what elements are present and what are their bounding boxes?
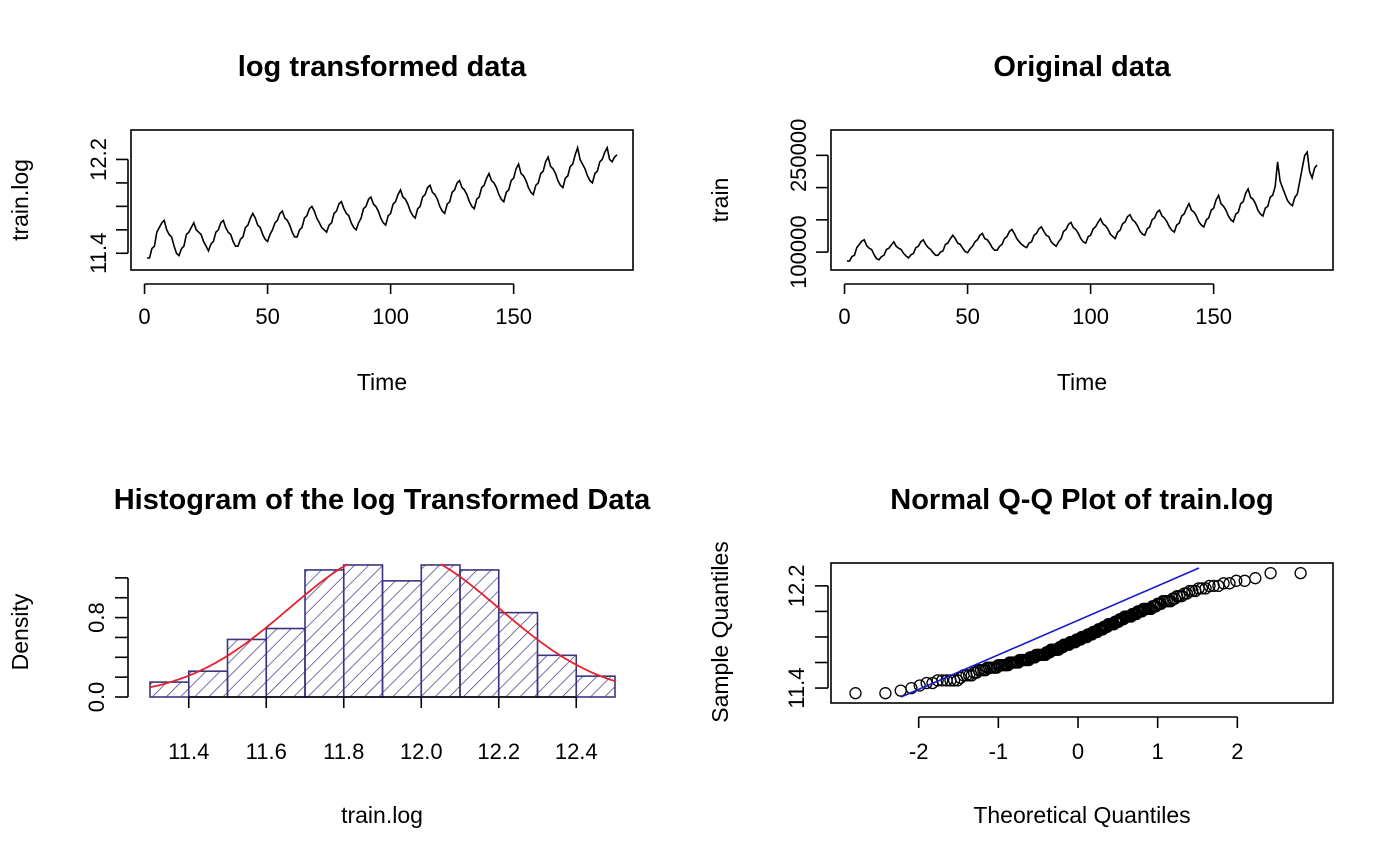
qq-reference-line	[900, 567, 1200, 698]
histogram-bar	[304, 569, 345, 698]
qq-point	[913, 679, 926, 692]
panel-histogram: Histogram of the log Transformed Data 11…	[7, 484, 651, 828]
qq-point	[931, 674, 944, 687]
y-tick-label: 0.8	[84, 602, 109, 633]
plot-frame	[830, 562, 1334, 704]
y-tick-label: 0.0	[84, 682, 109, 713]
qq-point	[947, 674, 961, 687]
y-tick-label: 11.4	[86, 233, 111, 274]
x-axis-label: train.log	[341, 802, 423, 828]
x-axis: -2 -1 0 1 2	[909, 716, 1243, 764]
qq-point	[849, 687, 862, 700]
plot-frame	[130, 129, 634, 271]
histogram-bar	[342, 564, 384, 698]
y-axis: 100000 250000	[786, 119, 829, 289]
x-tick-label: 0	[838, 304, 850, 329]
histogram-bar	[149, 681, 190, 698]
qq-point	[1183, 584, 1196, 598]
qq-line	[900, 567, 1200, 698]
x-axis: 0 50 100 150	[838, 283, 1232, 329]
series-lines	[147, 144, 618, 259]
series-line	[847, 150, 1318, 262]
histogram-bar	[459, 569, 500, 698]
x-tick-label: 1	[1152, 739, 1164, 764]
series-lines	[847, 150, 1318, 262]
histogram-bar	[226, 638, 268, 698]
qq-point	[905, 681, 918, 695]
qq-point	[1154, 597, 1168, 610]
qq-point	[936, 674, 949, 687]
qq-point	[954, 671, 967, 684]
qq-point	[1180, 587, 1194, 600]
x-tick-label: 100	[372, 304, 409, 329]
y-axis: 11.4 12.2	[784, 564, 829, 709]
qq-point	[1195, 582, 1209, 595]
qq-point	[1186, 584, 1199, 598]
qq-point	[894, 684, 907, 697]
x-tick-label: 11.8	[323, 739, 364, 764]
qq-point	[879, 687, 892, 700]
x-tick-label: 12.2	[477, 739, 520, 764]
plot-frame	[830, 129, 1334, 271]
histogram-bar	[265, 627, 306, 698]
x-tick-label: -1	[989, 739, 1009, 764]
chart-title: log transformed data	[238, 51, 527, 83]
x-tick-label: 0	[138, 304, 150, 329]
y-axis-label: train	[707, 178, 733, 223]
y-axis-label: Sample Quantiles	[707, 541, 733, 723]
qq-point	[1203, 579, 1216, 593]
x-axis-label: Time	[1057, 369, 1107, 395]
y-axis: 0.0 0.8	[84, 577, 129, 713]
x-tick-label: -2	[909, 739, 929, 764]
chart-title: Histogram of the log Transformed Data	[114, 484, 651, 516]
chart-title: Normal Q-Q Plot of train.log	[890, 484, 1273, 516]
x-axis-label: Theoretical Quantiles	[973, 802, 1190, 828]
panel-original-data: Original data 0 50 100 150 100000 250000 Tim…	[707, 51, 1334, 395]
x-tick-label: 11.4	[168, 739, 209, 764]
x-tick-label: 100	[1072, 304, 1109, 329]
y-tick-label: 100000	[786, 215, 811, 288]
qq-point	[1238, 574, 1251, 587]
panel-qq-plot: Normal Q-Q Plot of train.log -2 -1 0 1 2 11.…	[707, 484, 1334, 828]
x-tick-label: 2	[1231, 739, 1243, 764]
y-axis-label: Density	[7, 593, 33, 670]
qq-point	[1264, 566, 1277, 580]
density-curve	[149, 563, 616, 689]
panel-log-transformed: log transformed data 0 50 100 150 11.412.2 …	[7, 51, 634, 395]
x-axis-label: Time	[357, 369, 407, 395]
x-tick-label: 150	[1195, 304, 1232, 329]
x-tick-label: 50	[955, 304, 979, 329]
histogram-bars	[149, 564, 616, 698]
x-tick-label: 50	[255, 304, 279, 329]
x-tick-label: 11.6	[246, 739, 287, 764]
y-tick-label: 11.4	[784, 667, 809, 708]
y-axis-label: train.log	[7, 159, 33, 241]
qq-point	[1249, 572, 1262, 585]
x-axis: 11.4 11.6 11.8 12.0 12.2 12.4	[168, 696, 598, 764]
qq-point	[1217, 577, 1230, 590]
y-tick-label: 250000	[786, 119, 811, 192]
histogram-bar	[187, 670, 229, 698]
y-axis: 11.4 12.2	[86, 138, 129, 274]
x-tick-label: 0	[1072, 739, 1084, 764]
y-tick-label: 12.2	[784, 564, 809, 607]
series-line	[147, 144, 618, 259]
x-axis: 0 50 100 150	[138, 283, 532, 329]
histogram-bar	[575, 675, 616, 698]
histogram-bar	[381, 580, 423, 698]
qq-point	[1223, 577, 1236, 590]
density-curve-line	[149, 563, 616, 689]
qq-point	[1294, 566, 1307, 580]
qq-point	[1230, 574, 1243, 587]
x-tick-label: 12.0	[400, 739, 443, 764]
x-tick-label: 12.4	[555, 739, 598, 764]
qq-points	[849, 566, 1307, 700]
y-tick-label: 12.2	[86, 138, 111, 181]
x-tick-label: 150	[495, 304, 532, 329]
chart-title: Original data	[993, 51, 1171, 83]
histogram-bar	[420, 564, 461, 698]
